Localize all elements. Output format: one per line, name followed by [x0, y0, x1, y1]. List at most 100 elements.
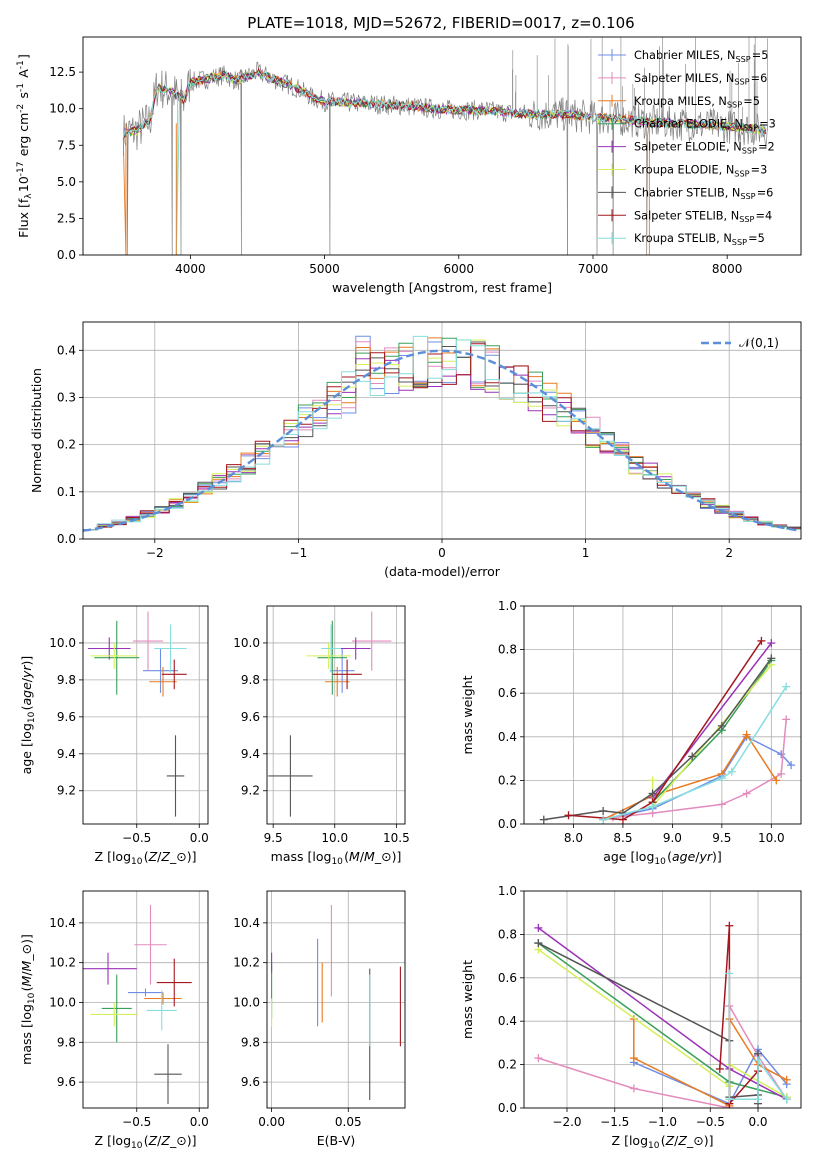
residual-hist-krou_stelib	[83, 335, 801, 531]
weight_vs_age-marker-salp_stelib	[564, 811, 573, 820]
age_vs_Z-marks	[83, 606, 208, 824]
age_vs_mass-point-krou_elodie	[306, 642, 351, 669]
age_vs_mass-ytick-label: 9.6	[241, 710, 260, 724]
weight_vs_Z-axes: −2.0 −1.5 −1.0 −0.5 0.0 0.0 0.2 0.4 0.6 0.8 1.0 Z […	[460, 884, 802, 1151]
weight_vs_Z-marker-salp_miles	[629, 1084, 638, 1093]
age_vs_Z-xtick-label: 0.0	[190, 831, 209, 845]
weight_vs_age-marker-krou_stelib	[599, 815, 608, 824]
weight_vs_age-marker-krou_stelib	[717, 774, 726, 783]
legend-label-krou_stelib: Kroupa STELIB, NSSP =5	[634, 232, 765, 247]
mass_vs_Z-ytick-label: 10.4	[49, 916, 76, 930]
residual-legend-label: 𝒩(0,1)	[739, 336, 779, 350]
age_vs_mass-ytick-label: 10.0	[233, 636, 260, 650]
weight_vs_age-marker-salp_elodie	[767, 639, 776, 648]
weight_vs_Z-marker-krou_miles	[629, 1054, 638, 1063]
mass_vs_Z-xlabel: Z [log10 (Z/Z_⊙)]	[95, 1133, 197, 1151]
mass_vs_Z-frame	[82, 890, 209, 1109]
mass_vs_ebv-xtick-label: 0.00	[258, 1115, 285, 1129]
residuals-ytick-label: 0.2	[57, 438, 76, 452]
weight_vs_Z-frame	[523, 890, 802, 1109]
weight_vs_Z-xtick-label: −1.0	[648, 1115, 677, 1129]
weight_vs_Z-plot-area	[524, 891, 801, 1108]
weight_vs_Z-xtick-label: −0.5	[696, 1115, 725, 1129]
spectrum-plot-area	[122, 37, 768, 255]
weight_vs_Z-xtick-label: 0.0	[748, 1115, 767, 1129]
spectrum-ylabel: Flux [fλ 10-17 erg cm-2 s-1 A-1 ]	[16, 54, 34, 238]
weight_vs_age-axes: 8.0 8.5 9.0 9.5 10.0 0.0 0.2 0.4 0.6 0.8 1.0 age [l…	[460, 599, 802, 867]
weight_vs_age-marker-krou_stelib	[782, 682, 791, 691]
legend-label-salp_stelib: Salpeter STELIB, NSSP =4	[634, 209, 772, 224]
weight_vs_age-xtick-label: 10.0	[758, 831, 785, 845]
mass_vs_ebv-ytick-label: 9.8	[241, 1035, 260, 1049]
mass_vs_Z-ytick-label: 9.8	[57, 1035, 76, 1049]
weight_vs_age-marker-chab_stelib	[648, 789, 657, 798]
mass_vs_ebv-ytick-label: 10.2	[233, 956, 260, 970]
age_vs_mass-xtick-label: 10.0	[321, 831, 348, 845]
spectrum-xtick-label: 7000	[578, 262, 609, 276]
legend-label-salp_elodie: Salpeter ELODIE, NSSP =2	[634, 141, 775, 156]
age_vs_mass-ytick-label: 9.4	[241, 747, 260, 761]
weight_vs_age-marker-chab_stelib	[767, 654, 776, 663]
weight_vs_Z-ytick-label: 0.4	[498, 1014, 517, 1028]
residuals-xtick-label: 1	[582, 546, 590, 560]
age-vs-mass-panel: 9.5 10.0 10.5 9.2 9.4 9.6 9.8 10.0 mass [log10 (…	[233, 605, 410, 867]
mass_vs_ebv-ytick-label: 9.6	[241, 1075, 260, 1089]
spectrum-xtick-label: 6000	[444, 262, 475, 276]
age_vs_mass-point-salp_elodie	[340, 637, 371, 660]
weight_vs_age-marker-salp_miles	[777, 769, 786, 778]
spectrum-ytick-label: 10.0	[49, 102, 76, 116]
age_vs_Z-ytick-label: 9.8	[57, 673, 76, 687]
weight_vs_Z-marker-krou_stelib	[754, 1095, 763, 1104]
weight_vs_age-marker-salp_miles	[742, 789, 751, 798]
weight_vs_age-ylabel: mass weight	[460, 675, 475, 754]
spectrum-marks	[122, 37, 768, 255]
age_vs_Z-ylabel: age [log10 (age/yr)]	[19, 656, 37, 775]
spectrum-ytick-label: 2.5	[57, 211, 76, 225]
weight_vs_age-ytick-label: 0.6	[498, 686, 517, 700]
spectrum-xtick-label: 4000	[175, 262, 206, 276]
spectrum-xlabel: wavelength [Angstrom, rest frame]	[332, 280, 552, 295]
weight_vs_age-marker-chab_stelib	[539, 815, 548, 824]
age_vs_Z-ytick-label: 9.4	[57, 747, 76, 761]
age_vs_Z-point-chab_elodie	[94, 620, 140, 695]
residuals-ytick-label: 0.3	[57, 390, 76, 404]
weight_vs_age-ytick-label: 0.0	[498, 817, 517, 831]
age_vs_mass-point-salp_miles	[352, 611, 392, 671]
age_vs_Z-frame	[82, 605, 209, 825]
residuals-xtick-label: 0	[438, 546, 446, 560]
age-vs-metallicity-panel: −0.5 0.0 9.2 9.4 9.6 9.8 10.0 Z [log10 (Z/Z_⊙)]…	[19, 605, 209, 867]
mass_vs_Z-xtick-label: 0.0	[190, 1115, 209, 1129]
age_vs_Z-point-salp_miles	[133, 611, 163, 671]
mass_vs_Z-point-salp_stelib	[156, 958, 192, 1007]
spectrum-panel: 4000 5000 6000 7000 8000 0.0 2.5 5.0 7.5 10.0 12.5…	[16, 36, 802, 295]
mass_vs_Z-point-salp_elodie	[83, 952, 137, 985]
weight_vs_Z-marker-krou_stelib	[782, 1095, 791, 1104]
age_vs_mass-axes: 9.5 10.0 10.5 9.2 9.4 9.6 9.8 10.0 mass [log10 (…	[233, 605, 410, 867]
age_vs_mass-point-krou_miles	[324, 666, 350, 697]
mass_vs_ebv-xtick-label: 0.05	[335, 1115, 362, 1129]
weight-vs-metallicity-panel: −2.0 −1.5 −1.0 −0.5 0.0 0.0 0.2 0.4 0.6 0.8 1.0 Z […	[460, 884, 802, 1151]
residuals-frame	[82, 321, 802, 540]
weight_vs_Z-ytick-label: 0.6	[498, 971, 517, 985]
age_vs_Z-point-krou_miles	[149, 666, 177, 697]
mass_vs_Z-axes: −0.5 0.0 9.6 9.8 10.0 10.2 10.4 Z [log10 (Z/Z_⊙…	[19, 890, 209, 1151]
weight_vs_age-marker-krou_miles	[772, 776, 781, 785]
weight_vs_Z-xlabel: Z [log10 (Z/Z_⊙)]	[612, 1133, 714, 1151]
weight_vs_Z-marker-salp_stelib	[715, 1064, 724, 1073]
mass_vs_ebv-frame	[266, 890, 406, 1109]
weight_vs_Z-marker-chab_stelib	[534, 939, 543, 948]
mass_vs_ebv-ytick-label: 10.0	[233, 995, 260, 1009]
weight_vs_Z-marker-krou_stelib	[725, 1095, 734, 1104]
spectrum-xtick-label: 5000	[309, 262, 340, 276]
age_vs_mass-xlabel: mass [log10 (M/M_⊙)]	[271, 849, 402, 867]
spectrum-legend: Chabrier MILES, NSSP =5 Salpeter MILES, N…	[598, 49, 776, 247]
spectrum-axes: 4000 5000 6000 7000 8000 0.0 2.5 5.0 7.5 10.0 12.5…	[16, 36, 802, 295]
residual-gaussian-curve	[83, 349, 799, 532]
age_vs_mass-marks	[267, 606, 405, 824]
mass_vs_Z-xtick-label: −0.5	[122, 1115, 151, 1129]
weight_vs_age-marker-krou_stelib	[648, 802, 657, 811]
age_vs_Z-ytick-label: 9.2	[57, 784, 76, 798]
age_vs_mass-plot-area	[267, 606, 405, 824]
weight_vs_Z-ytick-label: 1.0	[498, 884, 517, 898]
residuals-panel: −2 −1 0 1 2 0.0 0.1 0.2 0.3 0.4 (data-model)/error…	[29, 321, 802, 579]
